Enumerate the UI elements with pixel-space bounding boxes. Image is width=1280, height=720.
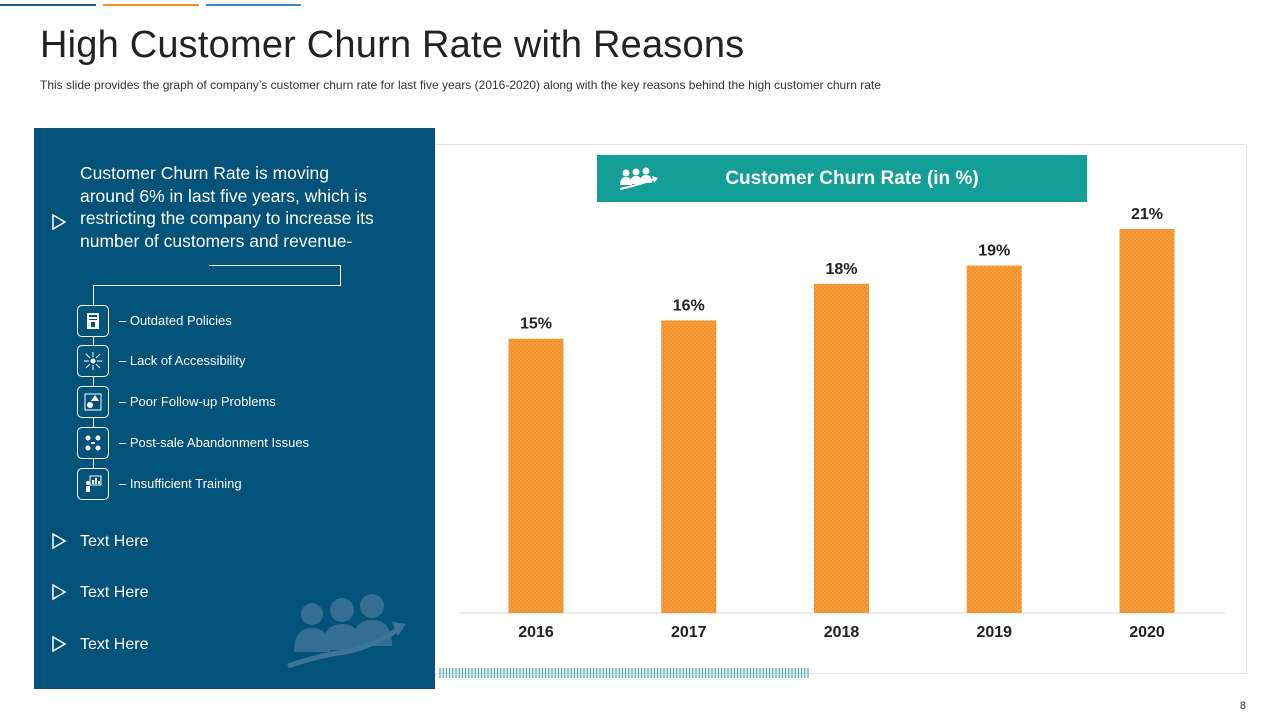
page-subtitle: This slide provides the graph of company… xyxy=(40,78,881,92)
top-accent-line-blue xyxy=(0,4,96,6)
page-title: High Customer Churn Rate with Reasons xyxy=(40,24,745,66)
reason-label: – Poor Follow-up Problems xyxy=(119,394,276,409)
top-accent-line-lightblue xyxy=(206,4,301,6)
top-accent-line-orange xyxy=(103,4,199,6)
training-chart-icon xyxy=(77,468,109,500)
text-here-item: Text Here xyxy=(80,584,149,601)
page-number: 8 xyxy=(1239,700,1246,712)
text-here-item: Text Here xyxy=(80,533,149,550)
x-tick-label-2019: 2019 xyxy=(976,624,1012,641)
decorative-tick-strip xyxy=(439,668,809,678)
bar-2018 xyxy=(814,283,869,613)
chart-header: Customer Churn Rate (in %) xyxy=(597,155,1087,202)
connector-line xyxy=(93,285,341,286)
data-label-2020: 21% xyxy=(1131,206,1163,223)
data-label-2016: 15% xyxy=(520,316,552,333)
abandonment-nodes-icon xyxy=(77,427,109,459)
bar-2016 xyxy=(508,338,564,613)
customers-growth-icon xyxy=(619,167,658,190)
reason-label: – Lack of Accessibility xyxy=(119,353,246,368)
connector-line xyxy=(209,265,341,266)
bar-2019 xyxy=(966,265,1022,613)
data-label-2017: 16% xyxy=(673,297,705,314)
connector-line xyxy=(340,265,341,286)
people-growth-watermark-icon xyxy=(287,594,406,669)
reasons-panel: Customer Churn Rate is moving around 6% … xyxy=(34,128,435,689)
data-label-2019: 19% xyxy=(978,243,1010,260)
data-label-2018: 18% xyxy=(825,261,857,278)
chart-title: Customer Churn Rate (in %) xyxy=(725,168,979,189)
accessibility-network-icon xyxy=(77,345,109,377)
connector-line xyxy=(93,285,94,483)
x-tick-label-2017: 2017 xyxy=(671,624,707,641)
bar-2017 xyxy=(661,320,717,613)
reason-label: – Post-sale Abandonment Issues xyxy=(119,435,310,450)
follow-up-shapes-icon xyxy=(77,386,109,418)
churn-intro-text: Customer Churn Rate is moving around 6% … xyxy=(80,163,374,251)
bar-2020 xyxy=(1119,228,1175,613)
x-tick-label-2018: 2018 xyxy=(824,624,860,641)
text-here-item: Text Here xyxy=(80,636,149,653)
x-tick-label-2020: 2020 xyxy=(1129,624,1165,641)
x-tick-label-2016: 2016 xyxy=(518,624,554,641)
reason-label: – Outdated Policies xyxy=(119,313,232,328)
reason-label: – Insufficient Training xyxy=(119,476,242,491)
policy-document-icon xyxy=(77,305,109,337)
